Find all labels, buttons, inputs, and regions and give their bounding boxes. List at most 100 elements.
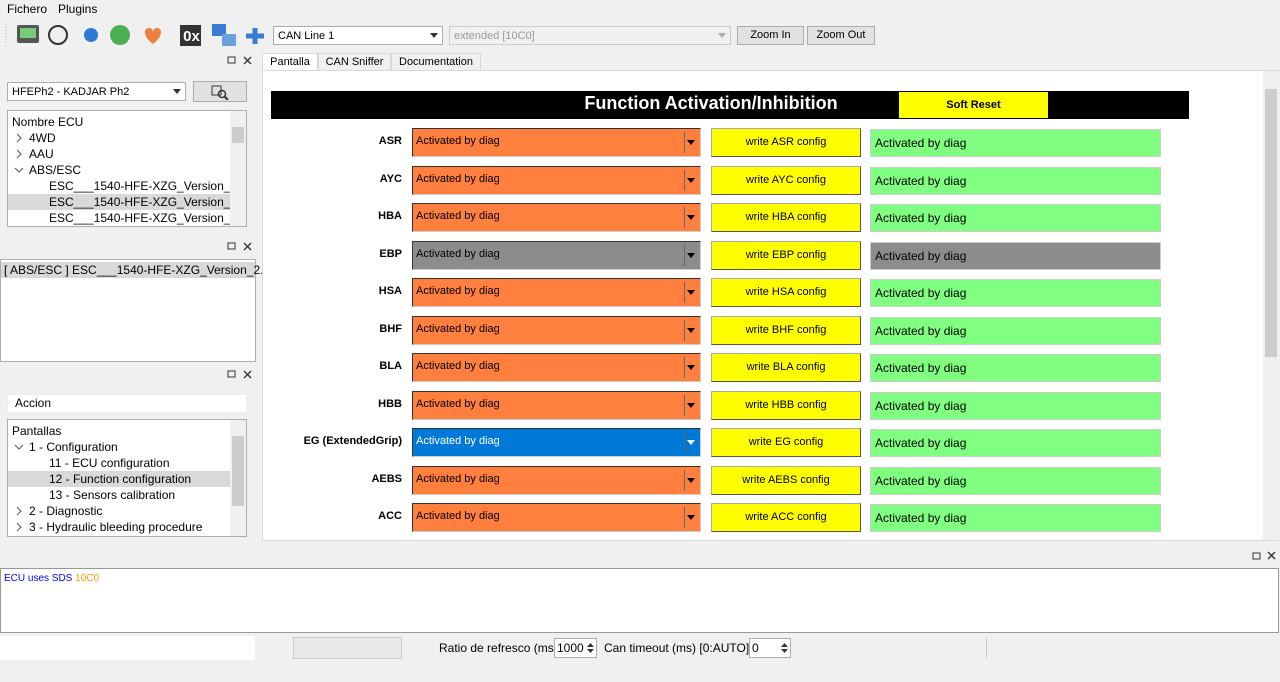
tree-node[interactable]: 3 - Hydraulic bleeding procedure [8, 519, 246, 535]
write-button[interactable]: write BLA config [711, 353, 861, 382]
scroll-thumb[interactable] [232, 436, 244, 506]
row-label: EG (ExtendedGrip) [303, 435, 402, 447]
tab[interactable]: Documentation [391, 53, 481, 71]
state-select[interactable]: Activated by diag [412, 428, 701, 457]
select-arrow-box [684, 432, 698, 453]
select-arrow-box [684, 469, 698, 491]
select-text: Activated by diag [416, 322, 500, 335]
write-button[interactable]: write ASR config [711, 128, 861, 157]
select-arrow [687, 365, 695, 370]
mode-combo[interactable]: extended [10C0] [449, 26, 731, 45]
write-button[interactable]: write EG config [711, 428, 861, 457]
select-text: Activated by diag [416, 397, 500, 410]
select-text: Activated by diag [416, 285, 500, 297]
write-button[interactable]: write EBP config [711, 240, 861, 270]
state-select[interactable]: Activated by diag [412, 390, 701, 420]
icon-health[interactable] [145, 28, 161, 44]
expand-arrow[interactable] [14, 442, 24, 452]
tree-leaf[interactable]: 11 - ECU configuration [49, 456, 170, 470]
state-select[interactable]: Activated by diag [412, 203, 701, 232]
write-button[interactable]: write BHF config [711, 315, 861, 345]
select-text: Activated by diag [416, 172, 500, 185]
select-arrow-box [684, 394, 698, 416]
row-label: EBP [379, 247, 402, 260]
write-button[interactable]: write AEBS config [711, 465, 861, 495]
zoom-in-button[interactable]: Zoom In [737, 26, 804, 45]
select-arrow [687, 140, 695, 145]
write-button[interactable]: write AYC config [711, 165, 861, 195]
expand-arrow[interactable] [14, 522, 24, 532]
icon-refresh[interactable] [84, 28, 98, 42]
select-text: Activated by diag [416, 210, 500, 222]
tree-leaf[interactable]: ESC___1540-HFE-XZG_Version_2.2 [49, 211, 247, 225]
soft-reset-button[interactable]: Soft Reset [899, 92, 1048, 118]
state-select[interactable]: Activated by diag [412, 165, 701, 195]
write-button[interactable]: write HBB config [711, 390, 861, 420]
tree-node-text: 2 - Diagnostic [29, 504, 103, 518]
vehicle-combo[interactable]: HFEPh2 - KADJAR Ph2 [7, 82, 186, 101]
state-select[interactable]: Activated by diag [412, 315, 701, 345]
dock-buttons[interactable] [227, 56, 252, 379]
state-select[interactable]: Activated by diag [412, 465, 701, 495]
state-select[interactable]: Activated by diag [412, 128, 701, 157]
refresh-spinbox[interactable]: 1000 [554, 638, 597, 658]
icon-network[interactable] [212, 24, 226, 36]
ecu-tree: Nombre ECU 4WD AAU ABS/ESC ESC___1540-HFE-XZ… [7, 110, 247, 227]
tree-leaf[interactable]: 12 - Function configuration [8, 471, 230, 487]
state-select[interactable]: Activated by diag [412, 503, 701, 532]
screen-title: Function Activation/Inhibition [584, 93, 838, 113]
row-label: ASR [378, 135, 402, 147]
menu-item[interactable]: Plugins [58, 2, 98, 16]
state-select[interactable]: Activated by diag [412, 278, 701, 307]
select-arrow [687, 440, 695, 445]
selected-ecu-list: [ ABS/ESC ] ESC___1540-HFE-XZG_Version_2… [0, 259, 270, 362]
status-field: Activated by diag [870, 166, 1161, 195]
can-line-combo[interactable]: CAN Line 1 [273, 26, 443, 45]
combo-text: extended [10C0] [454, 30, 535, 42]
tab[interactable]: CAN Sniffer [318, 53, 391, 71]
tree-scrollbar[interactable] [230, 420, 246, 536]
write-button[interactable]: write HBA config [711, 203, 861, 232]
tree-leaf[interactable]: ESC___1540-HFE-XZG_Version_1.9 [49, 179, 247, 193]
log-panel: ECU uses SDS 10C0 [0, 568, 1279, 633]
tree-node[interactable]: 1 - Configuration [8, 439, 246, 455]
tree-leaf[interactable]: ESC___1540-HFE-XZG_Version_2.7 [8, 194, 246, 210]
state-select[interactable]: Activated by diag [412, 353, 701, 382]
tree-node[interactable]: AAU [8, 146, 246, 162]
status-blank [0, 636, 255, 660]
expand-arrow[interactable] [14, 133, 24, 143]
spin-arrows [587, 643, 594, 653]
state-select[interactable]: Activated by diag [412, 240, 701, 270]
scrollbar[interactable] [1263, 71, 1279, 540]
menu-item[interactable]: Fichero [7, 2, 48, 16]
status-field: Activated by diag [870, 316, 1161, 345]
search-button[interactable] [193, 81, 247, 102]
tree-node[interactable]: ABS/ESC [8, 162, 246, 178]
expand-arrow[interactable] [14, 149, 24, 159]
scroll-thumb[interactable] [1265, 89, 1277, 357]
status-field: Activated by diag [870, 429, 1161, 457]
tab[interactable]: Pantalla [262, 53, 318, 71]
scroll-thumb[interactable] [232, 127, 244, 143]
list-item[interactable]: [ ABS/ESC ] ESC___1540-HFE-XZG_Version_2… [1, 262, 270, 278]
icon-connect[interactable] [110, 25, 130, 45]
expand-arrow[interactable] [14, 506, 24, 516]
tree-leaf[interactable]: 13 - Sensors calibration [49, 488, 176, 502]
icon-valve[interactable] [246, 28, 264, 44]
dock-controls [227, 56, 252, 379]
write-button[interactable]: write ACC config [711, 503, 861, 532]
tree-node[interactable]: 4WD [8, 130, 246, 146]
expand-arrow[interactable] [14, 165, 24, 175]
tree-node[interactable]: 2 - Diagnostic [8, 503, 246, 519]
icon-settings[interactable] [48, 25, 68, 45]
spin-value: 1000 [557, 641, 584, 655]
icon-hex[interactable] [180, 25, 201, 46]
tree-scrollbar[interactable] [230, 111, 246, 226]
write-button[interactable]: write HSA config [711, 278, 861, 307]
log-code: 10C0 [75, 573, 100, 584]
timeout-spinbox[interactable]: 0 [749, 638, 791, 658]
select-arrow [687, 215, 695, 220]
zoom-out-button[interactable]: Zoom Out [807, 26, 875, 45]
log-dock-buttons[interactable] [1245, 548, 1279, 564]
select-arrow-box [684, 132, 698, 153]
